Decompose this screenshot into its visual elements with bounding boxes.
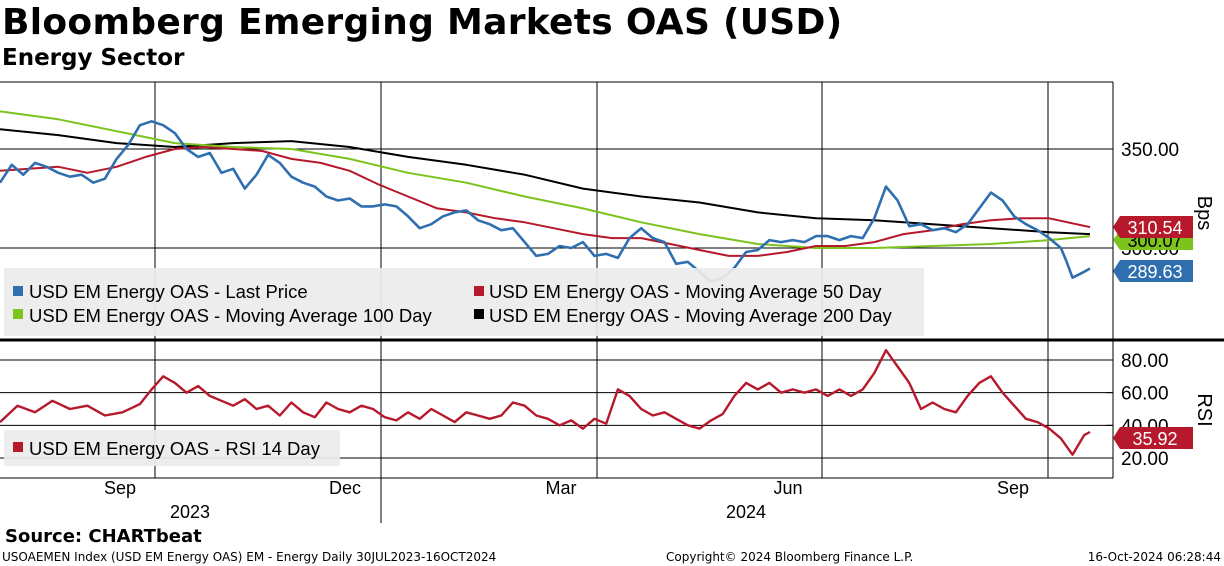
legend-label-ma100: USD EM Energy OAS - Moving Average 100 D… xyxy=(29,305,432,326)
tag-last-price: 289.63 xyxy=(1113,260,1193,282)
legend-label-last-price: USD EM Energy OAS - Last Price xyxy=(29,281,308,302)
y-tick-top-0: 350.00 xyxy=(1121,140,1179,161)
legend-swatch-ma50 xyxy=(474,286,484,296)
last-value-tags: 300.07 310.54 289.63 35.92 xyxy=(1113,216,1193,449)
top-panel-series xyxy=(0,110,1091,283)
series-last-price xyxy=(0,120,1091,283)
source-label: Source: CHARTbeat xyxy=(5,526,202,547)
x-tick-sep-2024: Sep xyxy=(997,478,1029,498)
legend-swatch-ma200 xyxy=(474,309,484,319)
footer-copyright: Copyright© 2024 Bloomberg Finance L.P. xyxy=(666,550,914,564)
legend-swatch-rsi xyxy=(13,442,23,452)
bottom-panel-series xyxy=(0,349,1091,456)
series-ma200 xyxy=(0,128,1091,236)
series-ma100 xyxy=(0,110,1091,249)
tag-ma50-value: 310.54 xyxy=(1127,218,1182,238)
legend-label-ma200: USD EM Energy OAS - Moving Average 200 D… xyxy=(489,305,892,326)
y-axis-label-rsi: RSI xyxy=(1193,393,1215,426)
tag-rsi-value: 35.92 xyxy=(1132,429,1177,449)
legend-swatch-last-price xyxy=(13,286,23,296)
legend-swatch-ma100 xyxy=(13,309,23,319)
tag-rsi: 35.92 xyxy=(1113,427,1193,449)
tag-ma50: 310.54 xyxy=(1113,216,1193,238)
y-tick-bottom-0: 80.00 xyxy=(1121,351,1169,372)
year-label-2023: 2023 xyxy=(170,502,210,522)
footer-ticker: USOAEMEN Index (USD EM Energy OAS) EM - … xyxy=(2,550,497,564)
x-tick-dec: Dec xyxy=(329,478,361,498)
legend-label-ma50: USD EM Energy OAS - Moving Average 50 Da… xyxy=(489,281,882,302)
series-rsi xyxy=(0,349,1091,456)
series-ma50 xyxy=(0,146,1091,257)
chart-title: Bloomberg Emerging Markets OAS (USD) xyxy=(2,2,843,43)
y-axis-label-bps: Bps xyxy=(1193,196,1215,230)
y-tick-bottom-1: 60.00 xyxy=(1121,384,1169,405)
x-axis: Sep Dec Mar Jun Sep 2023 2024 xyxy=(104,478,1029,522)
top-legend: USD EM Energy OAS - Last Price USD EM En… xyxy=(4,268,924,336)
footer-timestamp: 16-Oct-2024 06:28:44 xyxy=(1087,550,1221,564)
x-tick-jun: Jun xyxy=(773,478,802,498)
bottom-legend: USD EM Energy OAS - RSI 14 Day xyxy=(4,430,340,466)
legend-label-rsi: USD EM Energy OAS - RSI 14 Day xyxy=(29,438,321,459)
tag-last-price-value: 289.63 xyxy=(1127,262,1182,282)
y-tick-bottom-3: 20.00 xyxy=(1121,449,1169,470)
x-tick-sep-2023: Sep xyxy=(104,478,136,498)
year-label-2024: 2024 xyxy=(726,502,766,522)
x-tick-mar: Mar xyxy=(546,478,577,498)
chart-subtitle: Energy Sector xyxy=(2,45,185,71)
